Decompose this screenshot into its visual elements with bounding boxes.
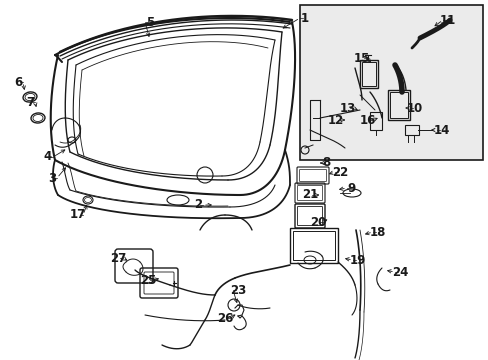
Text: 23: 23 — [229, 284, 245, 297]
Bar — [369, 112, 381, 130]
Text: 6: 6 — [14, 76, 22, 89]
Text: 7: 7 — [26, 95, 34, 108]
Bar — [404, 125, 418, 135]
Text: 15: 15 — [353, 51, 369, 64]
Text: 12: 12 — [327, 113, 344, 126]
Text: 5: 5 — [145, 15, 154, 28]
Text: 24: 24 — [391, 266, 407, 279]
Text: 20: 20 — [309, 216, 325, 229]
Bar — [299, 5, 482, 160]
Bar — [387, 90, 409, 120]
Text: 13: 13 — [339, 102, 355, 114]
Text: 2: 2 — [194, 198, 202, 211]
Bar — [361, 62, 375, 86]
Text: 9: 9 — [347, 181, 355, 194]
Bar — [389, 92, 407, 118]
Text: 14: 14 — [433, 123, 449, 136]
Text: 26: 26 — [216, 311, 233, 324]
Text: 25: 25 — [140, 274, 156, 287]
Text: 8: 8 — [321, 157, 329, 170]
Text: 21: 21 — [301, 189, 318, 202]
Text: 17: 17 — [70, 208, 86, 221]
Text: 10: 10 — [406, 102, 422, 114]
Bar — [292, 231, 334, 260]
Text: 18: 18 — [369, 225, 386, 238]
Text: 27: 27 — [110, 252, 126, 265]
Bar — [289, 228, 337, 263]
Text: 16: 16 — [359, 113, 375, 126]
Text: 1: 1 — [300, 12, 308, 24]
Text: 3: 3 — [48, 171, 56, 184]
Text: 22: 22 — [331, 166, 347, 179]
Text: 19: 19 — [349, 253, 366, 266]
Text: 11: 11 — [439, 13, 455, 27]
Bar — [359, 60, 377, 88]
Text: 4: 4 — [44, 150, 52, 163]
